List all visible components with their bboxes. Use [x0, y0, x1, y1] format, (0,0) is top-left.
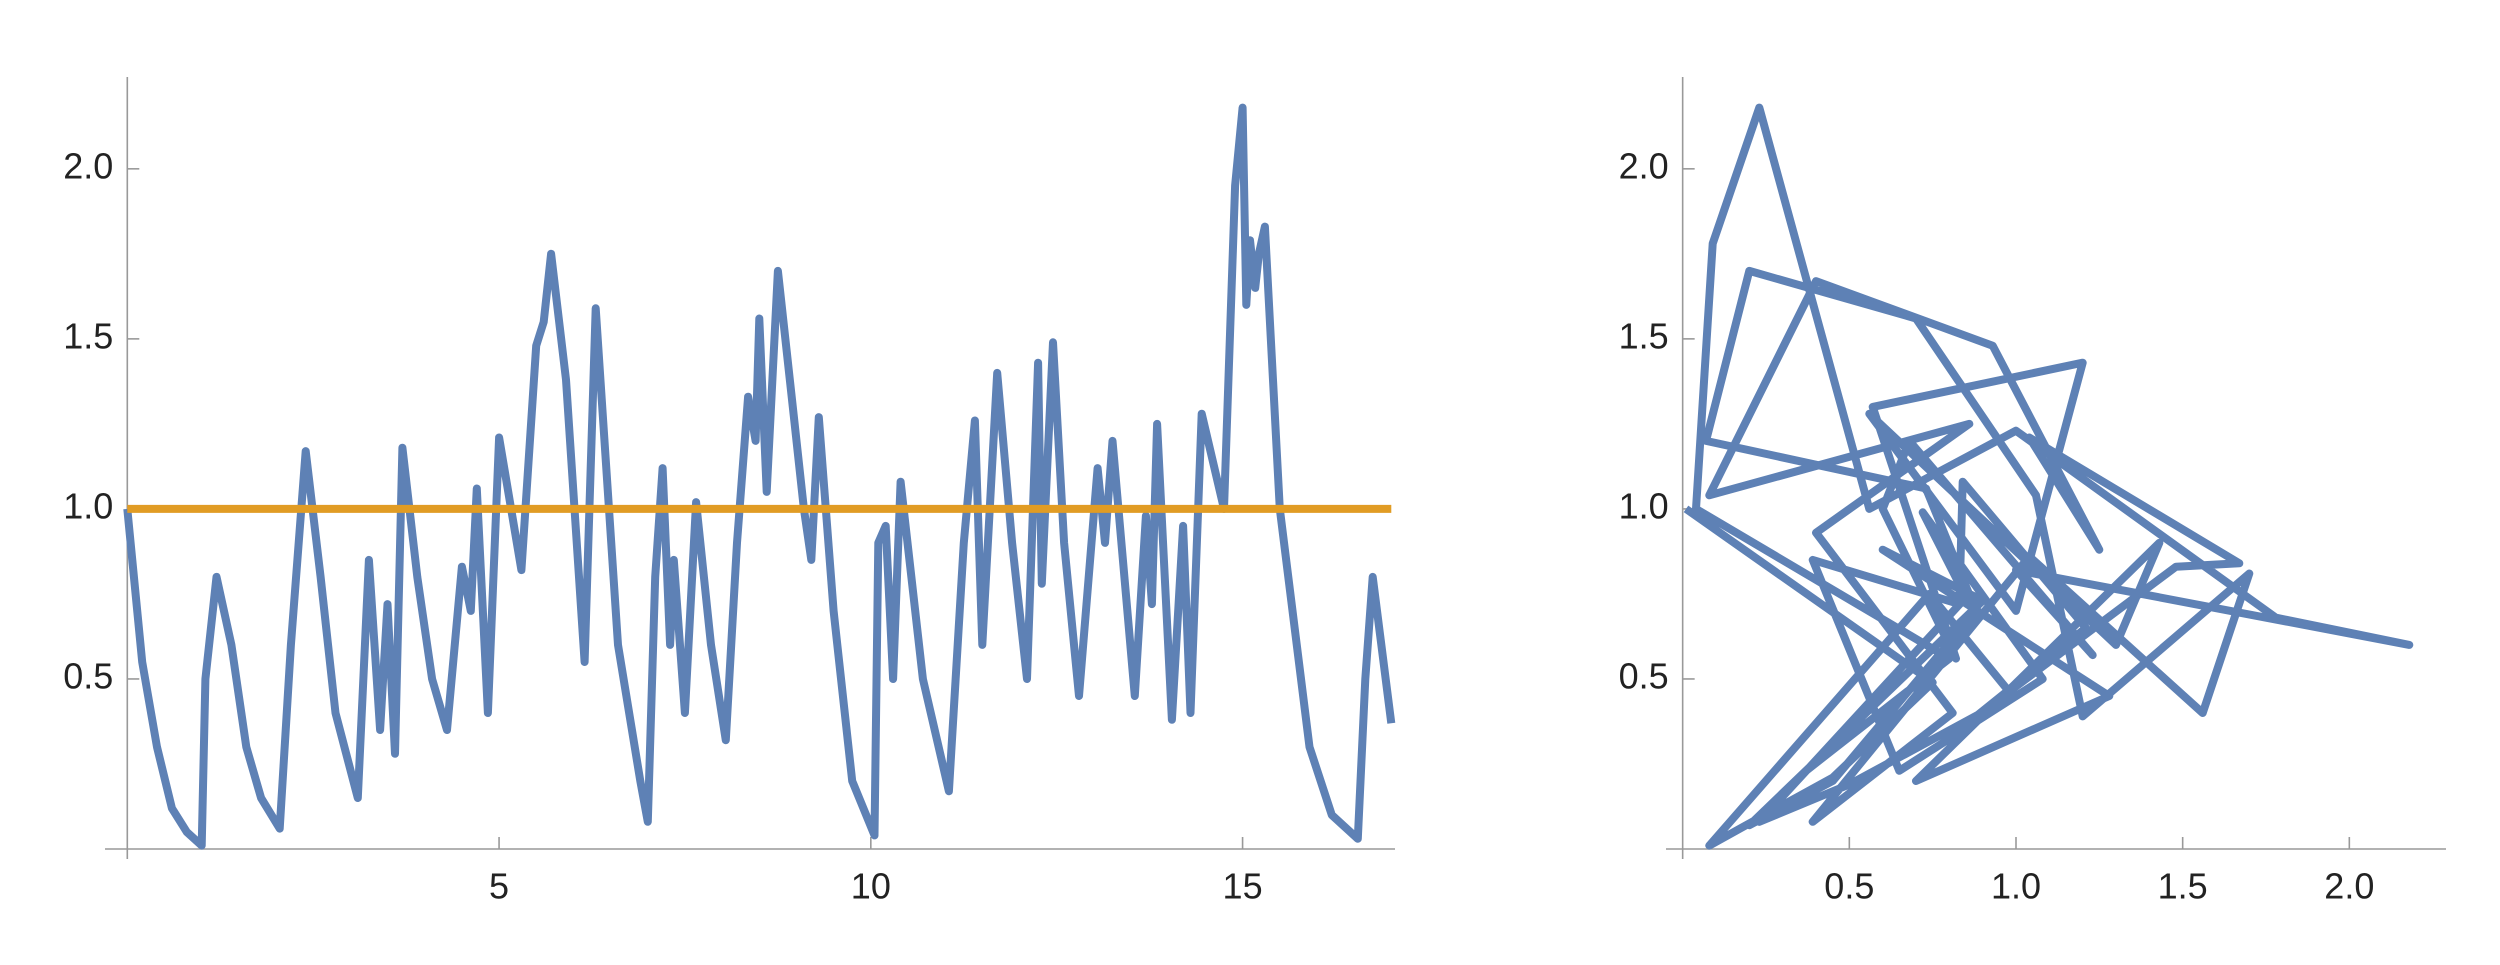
plot: 5 10 15 0.5 1.0 1.5 2.0 [63, 77, 1396, 907]
x-tick-label: 5 [489, 866, 509, 907]
series-line [1683, 103, 2414, 850]
x-tick-label: 10 [851, 866, 891, 907]
y-tick-label: 1.0 [1619, 485, 1669, 526]
plot: 0.5 1.0 1.5 2.0 0.5 1.0 1.5 2.0 [1619, 77, 2446, 907]
y-tick-label: 1.5 [1619, 315, 1669, 356]
x-tick-label: 1.0 [1991, 866, 2041, 907]
y-tick-label: 0.5 [63, 655, 113, 696]
series-line [123, 103, 1396, 850]
y-tick-label: 2.0 [1619, 145, 1669, 186]
x-tick-label: 15 [1223, 866, 1263, 907]
y-tick-label: 0.5 [1619, 655, 1669, 696]
x-tick-label: 0.5 [1824, 866, 1874, 907]
y-tick-label: 1.0 [63, 485, 113, 526]
y-tick-label: 2.0 [63, 145, 113, 186]
y-tick-label: 1.5 [63, 315, 113, 356]
x-tick-label: 1.5 [2158, 866, 2208, 907]
x-tick-label: 2.0 [2324, 866, 2374, 907]
